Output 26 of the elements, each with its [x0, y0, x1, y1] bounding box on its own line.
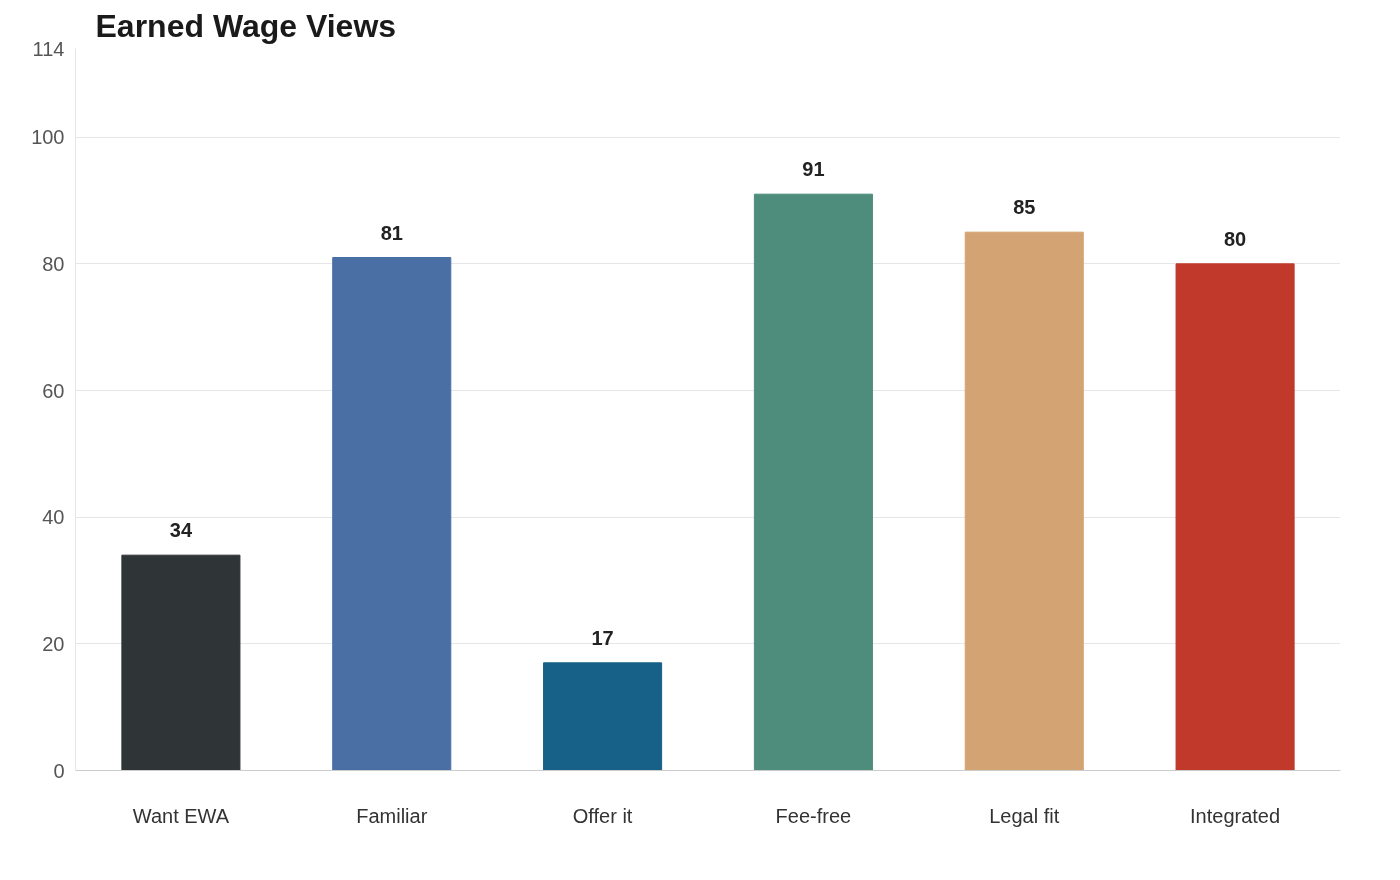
- data-label: 81: [380, 221, 403, 244]
- bar: [332, 257, 452, 771]
- x-tick-label: Fee-free: [775, 804, 852, 827]
- y-tick-label: 20: [42, 632, 65, 655]
- y-tick-label: 100: [31, 126, 65, 149]
- bar: [121, 554, 241, 771]
- x-tick-label: Familiar: [356, 804, 428, 827]
- y-tick-label: 40: [42, 506, 65, 529]
- y-tick-label: 114: [32, 37, 65, 60]
- data-label: 85: [1013, 196, 1036, 219]
- x-tick-label: Offer it: [572, 804, 633, 827]
- data-label: 17: [591, 626, 614, 649]
- x-tick-label: Integrated: [1190, 804, 1281, 827]
- bar: [543, 662, 663, 771]
- y-tick-label: 0: [53, 759, 65, 782]
- data-label: 80: [1223, 227, 1247, 250]
- data-label: 34: [169, 519, 193, 542]
- x-tick-label: Legal fit: [989, 804, 1060, 827]
- x-tick-label: Want EWA: [132, 804, 230, 827]
- bar: [1175, 263, 1295, 771]
- y-tick-label: 60: [42, 379, 65, 402]
- chart-title: Earned Wage Views: [95, 7, 397, 44]
- bar: [964, 231, 1084, 771]
- y-tick-label: 80: [42, 252, 65, 275]
- bar: [753, 193, 873, 771]
- data-label: 91: [802, 158, 825, 181]
